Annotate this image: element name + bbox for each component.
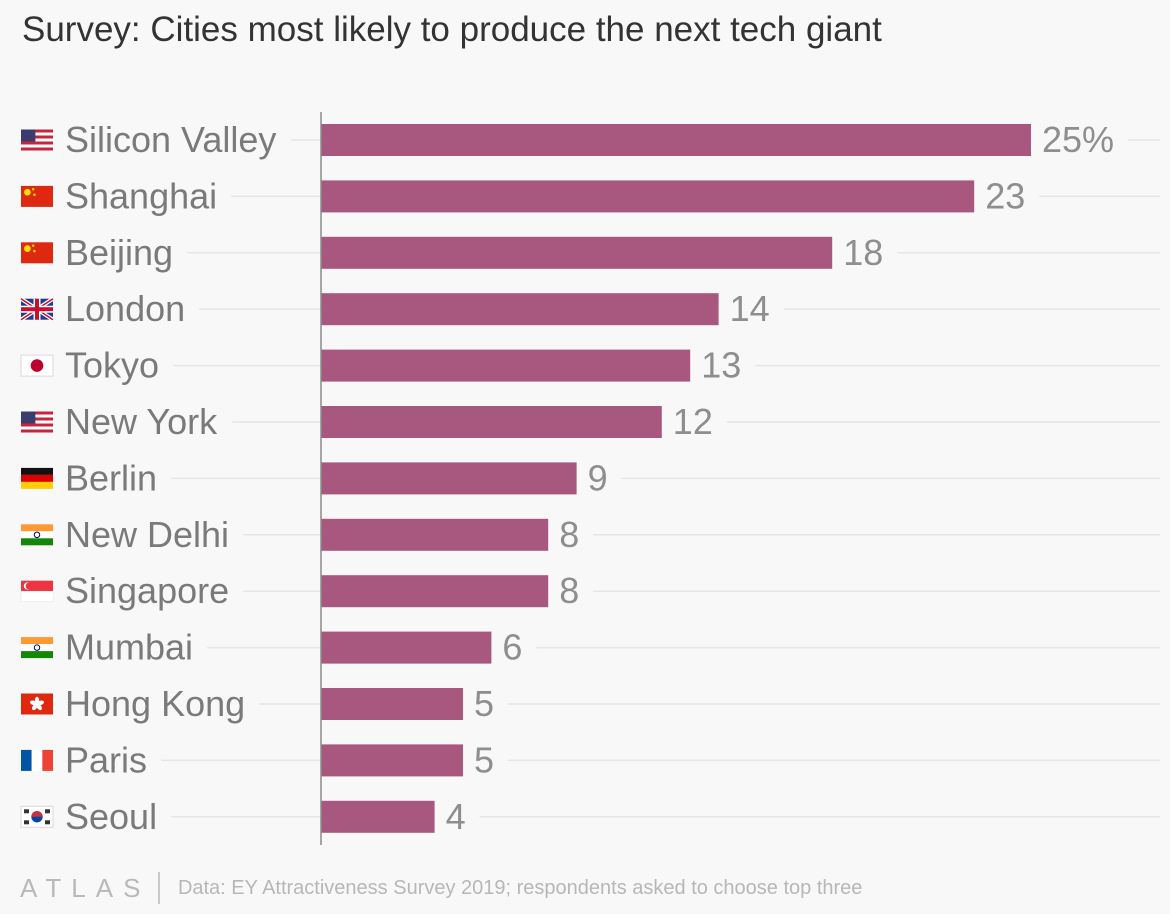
- value-label: 13: [701, 345, 741, 386]
- atlas-logo: ATLAS: [20, 872, 151, 903]
- source-note: Data: EY Attractiveness Survey 2019; res…: [177, 876, 863, 899]
- bar: [321, 180, 975, 213]
- footer-divider: [158, 872, 160, 904]
- value-label: 23: [985, 175, 1025, 216]
- value-label: 6: [502, 627, 522, 668]
- category-label: Berlin: [65, 457, 157, 498]
- bar: [321, 236, 833, 269]
- bar-row-0: Silicon Valley 25%: [21, 119, 1160, 160]
- category-label: Silicon Valley: [65, 119, 276, 160]
- bar: [321, 631, 492, 664]
- value-label: 25%: [1042, 119, 1114, 160]
- bar-row-2: Beijing 18: [21, 232, 1160, 273]
- flag-jp-icon: [20, 354, 54, 377]
- bar-row-10: Hong Kong 5: [21, 683, 1160, 724]
- category-label: London: [65, 288, 185, 329]
- category-label: Beijing: [65, 232, 173, 273]
- bar: [321, 744, 463, 777]
- bar: [321, 800, 435, 833]
- bar: [321, 518, 549, 551]
- value-label: 8: [559, 570, 579, 611]
- category-label: New York: [65, 401, 218, 442]
- category-label: Shanghai: [65, 175, 217, 216]
- bar-row-6: Berlin 9: [21, 457, 1160, 498]
- bar-row-11: Paris 5: [21, 739, 1160, 780]
- flag-cn-icon: [21, 185, 53, 207]
- value-label: 5: [474, 739, 494, 780]
- value-label: 18: [843, 232, 883, 273]
- bar: [321, 124, 1031, 156]
- category-label: New Delhi: [65, 514, 229, 555]
- category-label: Hong Kong: [65, 683, 245, 724]
- bar: [321, 349, 691, 382]
- flag-gb-icon: [19, 297, 55, 322]
- chart-title: Survey: Cities most likely to produce th…: [22, 10, 882, 49]
- value-label: 9: [588, 457, 608, 498]
- category-label: Tokyo: [65, 345, 159, 386]
- bar: [321, 293, 719, 326]
- category-label: Seoul: [65, 796, 157, 837]
- flag-kr-icon: [20, 805, 54, 828]
- flag-in-icon: [21, 637, 53, 659]
- bar-row-5: New York 12: [21, 401, 1160, 442]
- bar: [321, 406, 662, 438]
- bar-row-8: Singapore 8: [20, 570, 1160, 611]
- flag-cn-icon: [21, 242, 53, 264]
- value-label: 14: [730, 288, 770, 329]
- category-label: Mumbai: [65, 627, 193, 668]
- footer: ATLAS Data: EY Attractiveness Survey 201…: [20, 870, 862, 906]
- bar-row-12: Seoul 4: [20, 796, 1160, 837]
- value-label: 5: [474, 683, 494, 724]
- flag-hk-icon: [21, 693, 53, 715]
- flag-sg-icon: [20, 580, 54, 602]
- bar: [321, 462, 577, 495]
- bar-row-7: New Delhi 8: [21, 514, 1160, 555]
- bar-row-3: London 14: [19, 288, 1160, 329]
- flag-fr-icon: [21, 749, 53, 771]
- bar-row-4: Tokyo 13: [20, 345, 1160, 386]
- value-label: 8: [559, 514, 579, 555]
- bar-row-9: Mumbai 6: [21, 627, 1160, 668]
- flag-in-icon: [21, 524, 53, 546]
- flag-us-icon: [21, 129, 53, 151]
- bar: [321, 575, 549, 608]
- flag-us-icon: [21, 411, 53, 433]
- value-label: 4: [446, 796, 466, 837]
- bar-chart: Silicon Valley 25% Shanghai 23 Beijing 18 Lond…: [19, 112, 1160, 845]
- bar: [321, 688, 463, 720]
- category-label: Singapore: [65, 570, 229, 611]
- category-label: Paris: [65, 739, 147, 780]
- bar-row-1: Shanghai 23: [21, 175, 1160, 216]
- flag-de-icon: [21, 467, 53, 489]
- value-label: 12: [673, 401, 713, 442]
